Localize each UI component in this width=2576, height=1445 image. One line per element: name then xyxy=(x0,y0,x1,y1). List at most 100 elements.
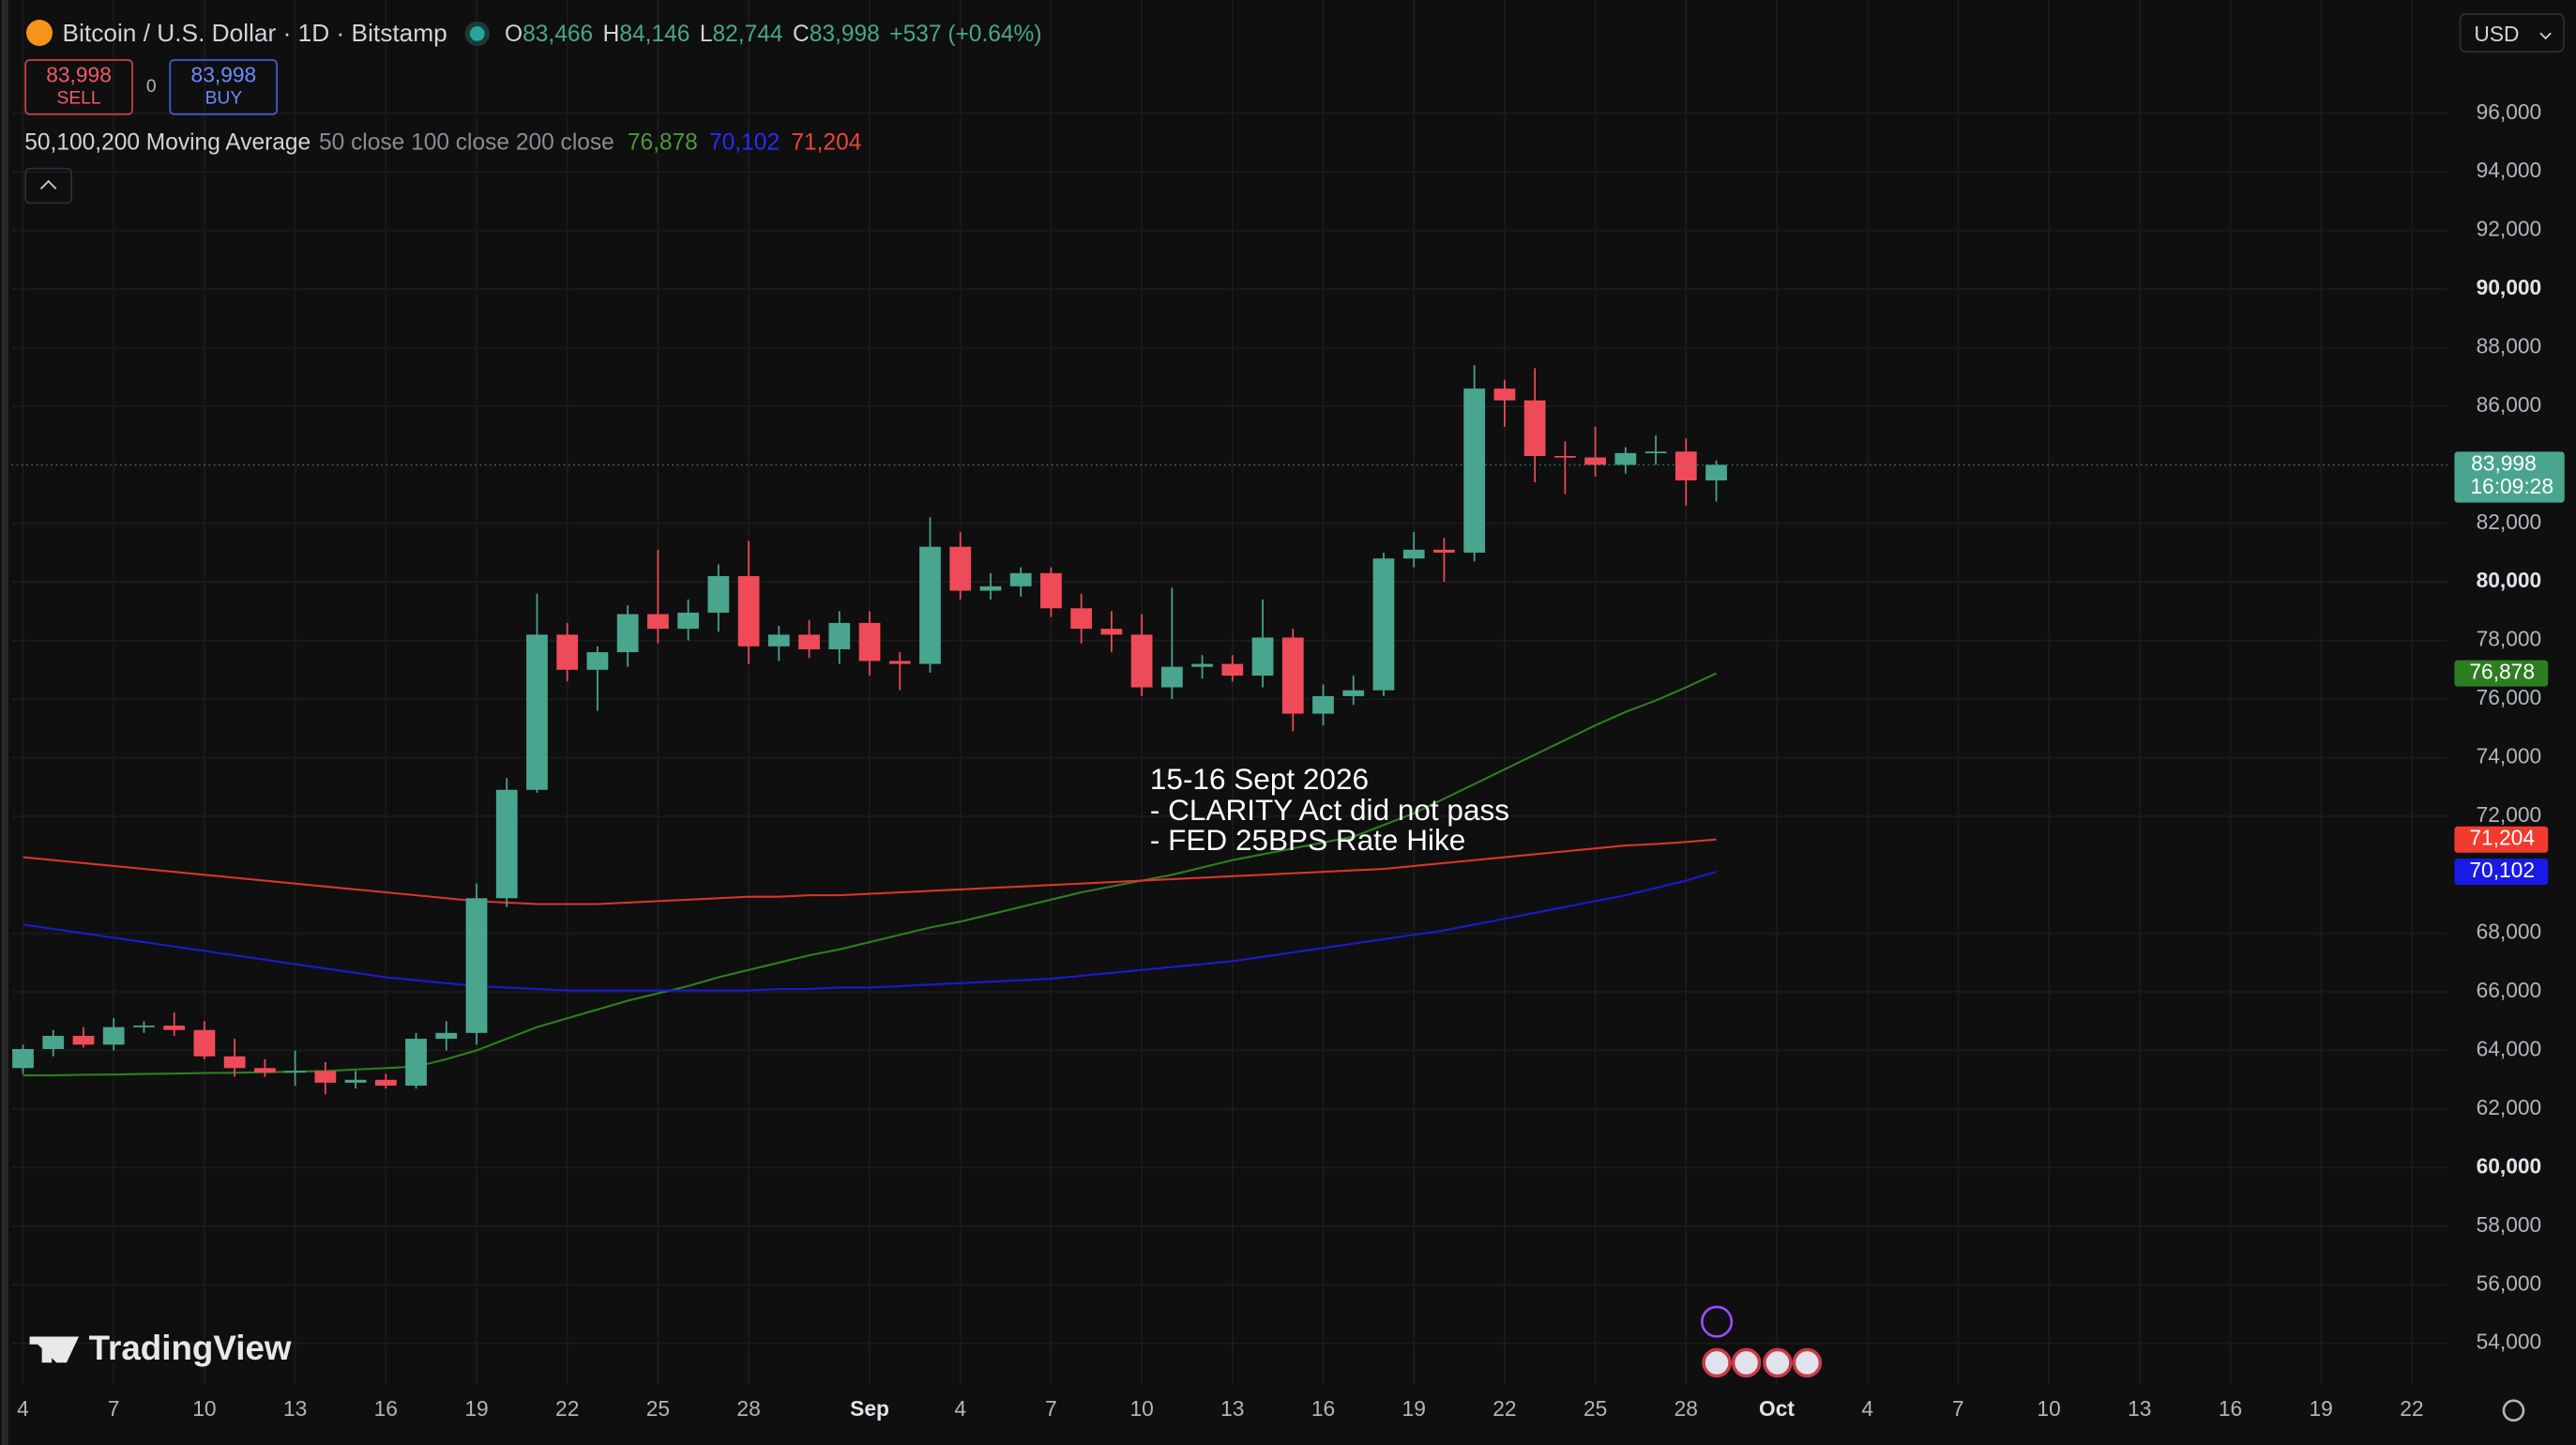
candle-body xyxy=(1070,608,1093,630)
y-tick-label: 72,000 xyxy=(2477,802,2542,827)
ohlc-key: C xyxy=(793,20,810,47)
candle-body xyxy=(707,575,730,613)
candle-body xyxy=(647,614,669,630)
ma-label: 71,204 xyxy=(2469,826,2535,850)
countdown-label: 16:09:28 xyxy=(2470,474,2553,498)
candle-body xyxy=(1553,455,1576,458)
candle-body xyxy=(102,1027,125,1045)
candle-body xyxy=(1402,549,1425,559)
candle-body xyxy=(1342,690,1365,696)
candle-body xyxy=(374,1079,397,1087)
ohlc-value: 83,998 xyxy=(809,20,880,47)
candle-body xyxy=(193,1029,216,1057)
candle-body xyxy=(798,634,820,649)
settings-icon xyxy=(2502,1399,2525,1422)
x-tick-label: 4 xyxy=(954,1396,966,1421)
sell-label: SELL xyxy=(56,88,101,109)
indicator-params: 50 close 100 close 200 close xyxy=(318,128,614,155)
spread: 0 xyxy=(145,77,157,98)
price-label: 83,998 xyxy=(2471,450,2537,475)
ma-label: 70,102 xyxy=(2469,858,2535,882)
y-tick-label: 66,000 xyxy=(2477,978,2542,1002)
candle-body xyxy=(1644,451,1667,454)
candle-body xyxy=(888,661,911,664)
x-tick-label: 19 xyxy=(464,1396,488,1421)
candle-body xyxy=(767,634,790,646)
watermark: TradingView xyxy=(29,1330,292,1369)
sell-button[interactable]: 83,998 SELL xyxy=(24,59,133,115)
candle-body xyxy=(1584,457,1606,465)
collapse-button[interactable] xyxy=(24,167,73,205)
indicator-legend[interactable]: 50,100,200 Moving Average 50 close 100 c… xyxy=(24,129,861,155)
candle-body xyxy=(1523,400,1546,456)
y-tick-label: 64,000 xyxy=(2477,1037,2542,1061)
ohlc-value: 82,744 xyxy=(712,20,783,47)
candle-body xyxy=(919,546,941,664)
symbol-title[interactable]: Bitcoin / U.S. Dollar · 1D · Bitstamp xyxy=(62,19,447,47)
candle-body xyxy=(253,1068,276,1072)
x-tick-label: Sep xyxy=(850,1396,889,1421)
candle-body xyxy=(616,614,639,653)
ma-value: 76,878 xyxy=(627,128,698,155)
annotation: 15-16 Sept 2026 - CLARITY Act did not pa… xyxy=(1150,765,1509,856)
y-tick-label: 60,000 xyxy=(2477,1153,2542,1178)
candle-body xyxy=(586,652,609,670)
candle-body xyxy=(72,1035,95,1045)
annotation-line: 15-16 Sept 2026 xyxy=(1149,762,1370,796)
x-tick-label: 7 xyxy=(1952,1396,1964,1421)
candle-body xyxy=(344,1079,367,1083)
candle-body xyxy=(1372,558,1395,691)
ohlc-value: 83,466 xyxy=(523,20,594,47)
y-tick-label: 90,000 xyxy=(2477,275,2542,299)
candle-body xyxy=(42,1035,65,1049)
buy-price: 83,998 xyxy=(190,62,257,87)
candle-body xyxy=(163,1026,186,1030)
event-icon xyxy=(1792,1347,1823,1378)
candle-body xyxy=(949,546,972,591)
annotation-line: - CLARITY Act did not pass xyxy=(1149,793,1510,827)
candle-body xyxy=(1493,388,1516,401)
x-tick-label: 28 xyxy=(736,1396,760,1421)
candle-body xyxy=(284,1071,306,1073)
x-tick-label: 22 xyxy=(555,1396,579,1421)
candle-body xyxy=(133,1026,155,1027)
candle-body xyxy=(1614,452,1637,465)
ma-line xyxy=(23,871,1717,992)
x-tick-label: 16 xyxy=(1311,1396,1335,1421)
x-tick-label: 16 xyxy=(374,1396,398,1421)
currency-button[interactable]: USD xyxy=(2459,13,2565,53)
ohlc-key: O xyxy=(505,20,523,47)
y-tick-label: 96,000 xyxy=(2477,99,2542,124)
annotation-line: - FED 25BPS Rate Hike xyxy=(1149,823,1466,857)
buy-label: BUY xyxy=(205,88,243,109)
x-tick-label: 22 xyxy=(2400,1396,2423,1421)
ohlc-legend: O83,466 H84,146 L82,744 C83,998 +537 (+0… xyxy=(505,20,1041,46)
candle-body xyxy=(1040,572,1062,609)
event-icon xyxy=(1731,1347,1762,1378)
x-tick-label: 19 xyxy=(1402,1396,1426,1421)
event-icon xyxy=(1702,1347,1732,1378)
candle-body xyxy=(1160,666,1183,688)
y-tick-label: 78,000 xyxy=(2477,627,2542,651)
x-tick-label: 4 xyxy=(1861,1396,1873,1421)
candle-body xyxy=(1130,634,1153,688)
candle-body xyxy=(495,789,518,899)
currency-label: USD xyxy=(2474,20,2520,46)
buy-button[interactable]: 83,998 BUY xyxy=(169,59,279,115)
y-tick-label: 88,000 xyxy=(2477,333,2542,357)
ohlc-value: 84,146 xyxy=(619,20,690,47)
ma-label-box xyxy=(2454,826,2549,853)
price-change: +537 (+0.64%) xyxy=(889,20,1042,47)
candle-body xyxy=(405,1039,427,1087)
symbol-header: Bitcoin / U.S. Dollar · 1D · Bitstamp O8… xyxy=(26,17,1042,50)
x-tick-label: 13 xyxy=(1220,1396,1244,1421)
event-flash xyxy=(1701,1305,1734,1338)
trade-buttons: 83,998 SELL 0 83,998 BUY xyxy=(24,59,279,115)
x-tick-label: 4 xyxy=(17,1396,29,1421)
x-tick-label: 28 xyxy=(1674,1396,1698,1421)
candle-body xyxy=(1191,663,1213,667)
